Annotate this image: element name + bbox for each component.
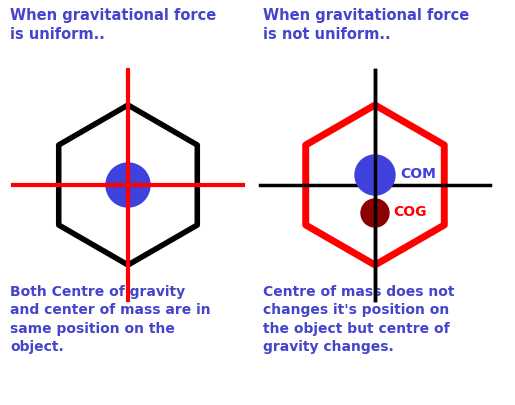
Text: COG: COG [393, 205, 426, 219]
Text: COM: COM [400, 167, 436, 181]
Circle shape [106, 163, 150, 207]
Text: Both Centre of gravity
and center of mass are in
same position on the
object.: Both Centre of gravity and center of mas… [10, 285, 211, 354]
Circle shape [361, 199, 389, 227]
Text: Centre of mass does not
changes it's position on
the object but centre of
gravit: Centre of mass does not changes it's pos… [263, 285, 455, 354]
Text: When gravitational force
is not uniform..: When gravitational force is not uniform.… [263, 8, 469, 42]
Circle shape [355, 155, 395, 195]
Text: When gravitational force
is uniform..: When gravitational force is uniform.. [10, 8, 216, 42]
